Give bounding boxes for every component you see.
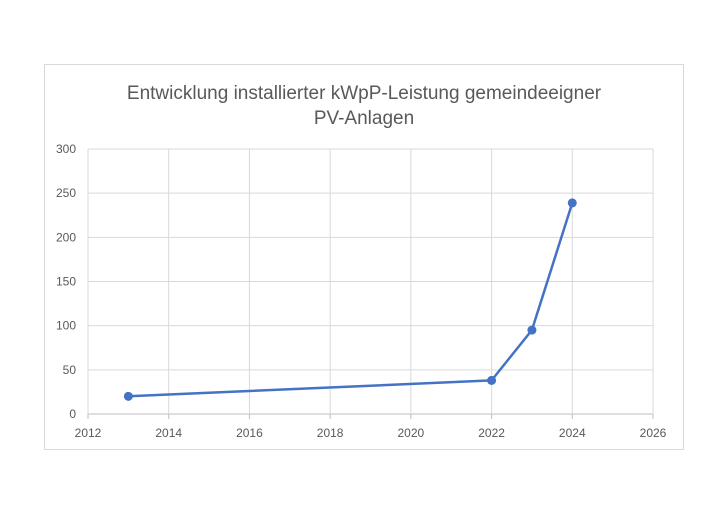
x-tick-label: 2012 [75, 426, 102, 440]
data-point [487, 375, 497, 385]
y-tick-label: 100 [56, 319, 76, 333]
grid [87, 148, 654, 415]
x-tick-label: 2014 [155, 426, 182, 440]
y-tick-label: 250 [56, 186, 76, 200]
data-point [567, 198, 577, 208]
y-tick-label: 150 [56, 275, 76, 289]
axes: 0 50 100 150 200 250 300 2012 2014 2016 2018 2020 20… [56, 142, 667, 440]
x-tick-label: 2022 [478, 426, 505, 440]
chart-title-line-2: PV-Anlagen [314, 108, 414, 129]
x-tick-label: 2016 [236, 426, 263, 440]
y-tick-label: 300 [56, 142, 76, 156]
x-tick-label: 2026 [640, 426, 667, 440]
y-tick-label: 0 [69, 407, 76, 421]
series [123, 198, 577, 401]
chart-title-line-1: Entwicklung installierter kWpP-Leistung … [127, 83, 602, 104]
x-tick-label: 2024 [559, 426, 586, 440]
data-point [123, 391, 133, 401]
y-tick-label: 200 [56, 230, 76, 244]
y-tick-label: 50 [63, 363, 77, 377]
series-line [128, 202, 574, 398]
x-tick-label: 2020 [398, 426, 425, 440]
data-point [527, 325, 537, 335]
x-tick-label: 2018 [317, 426, 344, 440]
